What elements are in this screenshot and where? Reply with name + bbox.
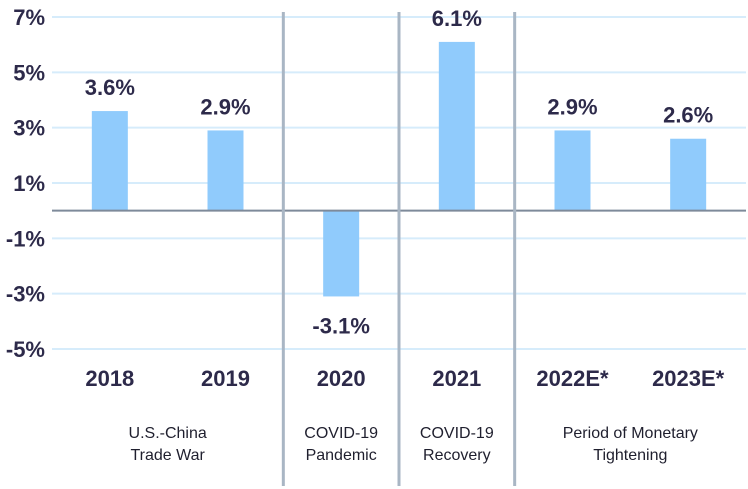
x-tick-label: 2019: [201, 366, 250, 391]
y-tick-label: 5%: [13, 60, 45, 85]
bar: [207, 130, 244, 211]
period-label: COVID-19: [420, 425, 494, 442]
data-label: 2.9%: [547, 94, 597, 119]
period-label: COVID-19: [304, 425, 378, 442]
period-label: Period of Monetary: [563, 425, 698, 442]
period-label: Pandemic: [306, 447, 377, 464]
period-dividers: [281, 12, 517, 486]
y-tick-label: -5%: [6, 337, 45, 362]
x-tick-label: 2020: [317, 366, 366, 391]
y-tick-label: 7%: [13, 5, 45, 30]
x-tick-label: 2022E*: [536, 366, 609, 391]
y-tick-label: -3%: [6, 282, 45, 307]
data-label: 2.9%: [200, 94, 250, 119]
bar: [323, 210, 360, 297]
period-label: Trade War: [130, 447, 205, 464]
bar: [554, 130, 591, 211]
data-label: 3.6%: [85, 75, 135, 100]
y-tick-label: -1%: [6, 226, 45, 251]
bars: [91, 41, 707, 297]
data-label: 6.1%: [432, 6, 482, 31]
data-labels: 3.6% 2.9% -3.1% 6.1% 2.9% 2.6%: [85, 6, 713, 339]
y-tick-label: 3%: [13, 116, 45, 141]
bar: [670, 138, 707, 211]
data-label: -3.1%: [312, 313, 369, 338]
data-label: 2.6%: [663, 103, 713, 128]
x-tick-label: 2018: [85, 366, 134, 391]
y-axis-ticks: 7% 5% 3% 1% -1% -3% -5%: [6, 5, 45, 362]
period-label: U.S.-China: [129, 425, 207, 442]
y-tick-label: 1%: [13, 171, 45, 196]
x-axis-ticks: 2018 2019 2020 2021 2022E* 2023E*: [85, 366, 724, 391]
bar: [91, 111, 128, 211]
period-label: Tightening: [593, 447, 667, 464]
period-label: Recovery: [423, 447, 491, 464]
period-labels: U.S.-China Trade War COVID-19 Pandemic COVID…: [129, 425, 698, 464]
x-tick-label: 2023E*: [652, 366, 725, 391]
x-tick-label: 2021: [432, 366, 481, 391]
bar: [438, 41, 475, 211]
